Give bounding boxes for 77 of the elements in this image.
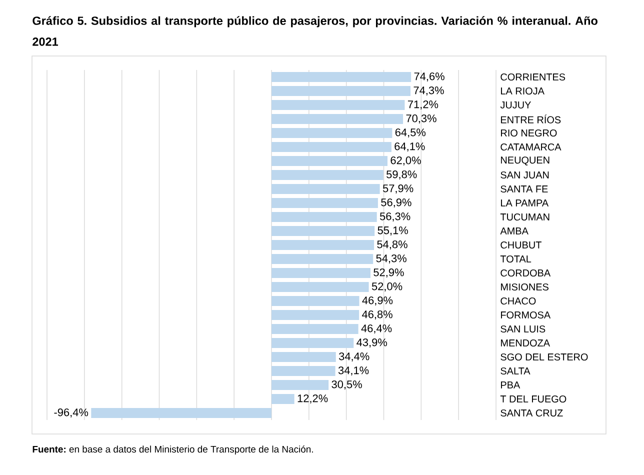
bar: [272, 226, 375, 236]
data-label: 70,3%: [406, 114, 436, 124]
data-label: 46,8%: [362, 310, 392, 320]
data-label: 52,0%: [372, 282, 402, 292]
data-label: 62,0%: [390, 156, 421, 166]
y-tick-label: SGO DEL ESTERO: [500, 353, 588, 361]
y-tick-label: AMBA: [500, 228, 528, 234]
y-tick-label: TUCUMAN: [500, 213, 550, 221]
data-label: 71,2%: [408, 100, 438, 110]
data-label: 54,3%: [376, 254, 406, 264]
bar: [272, 212, 377, 222]
y-tick-label: JUJUY: [500, 102, 531, 108]
bar: [272, 338, 354, 348]
y-tick-label: PBA: [501, 382, 520, 388]
bar: [272, 366, 336, 376]
data-label: 52,9%: [374, 268, 404, 278]
data-label: -96,4%: [54, 408, 88, 418]
y-tick-label: RIO NEGRO: [501, 129, 557, 137]
y-tick-label: CORRIENTES: [500, 73, 566, 81]
data-label: 46,9%: [362, 296, 393, 306]
bar: [272, 86, 411, 96]
bar: [272, 380, 329, 390]
data-label: 56,9%: [381, 198, 412, 208]
bar: [272, 254, 374, 264]
y-tick-label: LA RIOJA: [501, 87, 544, 95]
bar: [272, 142, 392, 152]
y-tick-label: NEUQUEN: [501, 156, 550, 166]
y-tick-label: SALTA: [500, 367, 530, 375]
y-tick-label: CORDOBA: [500, 269, 551, 277]
bar: [272, 100, 405, 110]
data-label: 43,9%: [356, 338, 388, 348]
data-label: 59,8%: [386, 170, 417, 180]
y-tick-label: TOTAL: [500, 255, 532, 263]
data-label: 54,8%: [377, 240, 408, 250]
data-label: 64,5%: [395, 128, 426, 138]
bar: [272, 114, 404, 124]
data-label: 30,5%: [332, 380, 362, 390]
text: Fuente: en base a datos del Ministerio de Transporte de la Nación.: [32, 446, 313, 454]
y-tick-label: SAN LUIS: [500, 325, 546, 333]
bar: [272, 296, 360, 306]
y-tick-label: MISIONES: [501, 283, 548, 291]
y-tick-label: MENDOZA: [501, 339, 550, 347]
y-tick-label: SAN JUAN: [500, 171, 549, 179]
bar: [272, 184, 380, 194]
bar: [272, 156, 388, 166]
data-label: 55,1%: [378, 226, 408, 236]
bar: [91, 408, 272, 418]
bar: [272, 352, 336, 362]
y-tick-label: CHUBUT: [500, 241, 542, 249]
y-tick-label: SANTA FE: [500, 185, 548, 193]
data-label: 74,6%: [414, 72, 444, 82]
y-tick-label: FORMOSA: [501, 311, 551, 319]
bar: [272, 324, 358, 334]
data-label: 12,2%: [298, 394, 328, 404]
chart-title: Gráfico 5. Subsidios al transporte público de pasajeros, por provincias. Variación % interanual. Año 2021: [32, 16, 598, 46]
bar: [272, 128, 392, 138]
data-label: 74,3%: [414, 86, 444, 96]
y-tick-label: LA PAMPA: [501, 200, 549, 206]
data-label: 34,4%: [338, 352, 370, 362]
y-tick-label: SANTA CRUZ: [500, 409, 563, 417]
y-tick-label: CATAMARCA: [500, 143, 562, 151]
y-tick-label: ENTRE RÍOS: [501, 114, 561, 124]
y-tick-label: T DEL FUEGO: [500, 395, 566, 403]
bar: [272, 310, 360, 320]
bar: [272, 170, 384, 180]
bar: [272, 72, 412, 82]
bar: [272, 240, 374, 250]
data-label: 64,1%: [394, 142, 425, 152]
bar: [272, 268, 370, 278]
data-label: 34,1%: [338, 366, 369, 376]
bar: [272, 394, 294, 404]
data-label: 57,9%: [382, 184, 414, 194]
data-label: 56,3%: [380, 212, 410, 222]
bar: [272, 282, 369, 292]
y-tick-label: CHACO: [500, 297, 536, 305]
bar: [272, 198, 378, 208]
data-label: 46,4%: [361, 324, 392, 334]
